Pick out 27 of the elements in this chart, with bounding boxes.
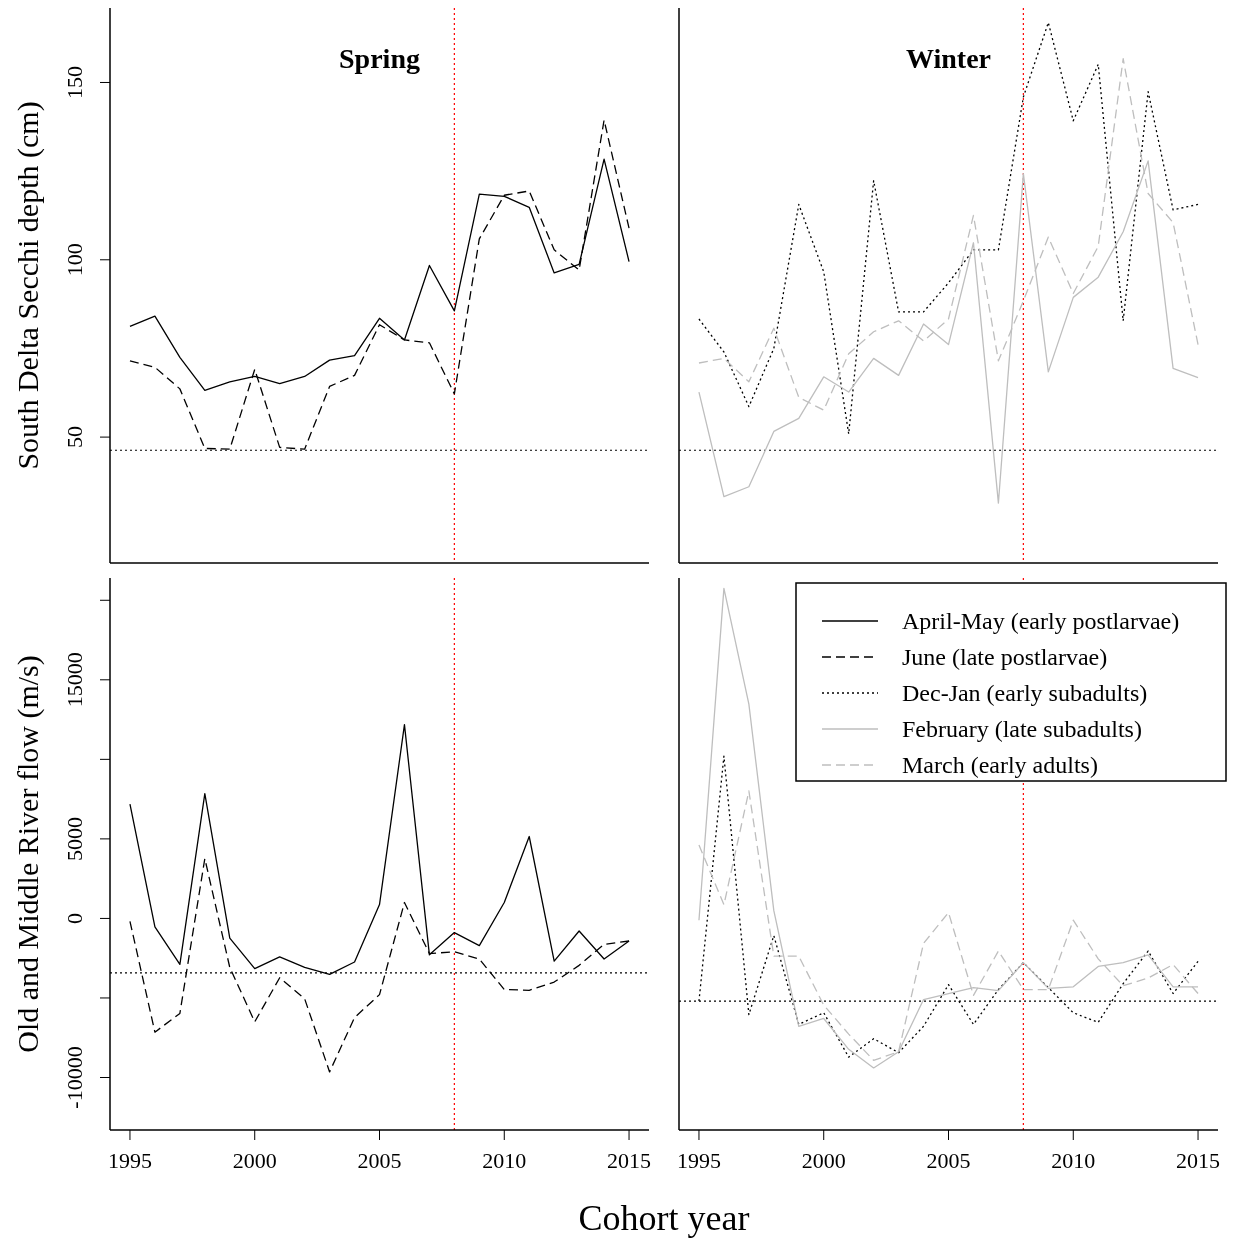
y-axis-title: South Delta Secchi depth (cm) bbox=[11, 101, 45, 470]
y-tick-label: 15000 bbox=[62, 652, 87, 708]
y-tick-label: 100 bbox=[62, 243, 87, 277]
text: April-May (early postlarvae) bbox=[902, 608, 1180, 634]
x-tick-label: 2010 bbox=[1051, 1148, 1096, 1173]
text: June (late postlarvae) bbox=[902, 644, 1108, 670]
y-tick-label: 150 bbox=[62, 65, 87, 99]
y-tick-label: 0 bbox=[62, 912, 87, 924]
x-tick-label: 2000 bbox=[801, 1148, 846, 1173]
legend-label: February (late subadults) bbox=[902, 716, 1142, 742]
text: Spring bbox=[339, 43, 420, 74]
x-axis-title: Cohort year bbox=[578, 1198, 750, 1238]
x-tick-label: 2005 bbox=[926, 1148, 971, 1173]
x-tick-label: 2015 bbox=[607, 1148, 652, 1173]
y-axis-title: Old and Middle River flow (m/s) bbox=[11, 655, 45, 1053]
x-tick-label: 1995 bbox=[107, 1148, 152, 1173]
x-tick-label: 2005 bbox=[357, 1148, 402, 1173]
x-tick-label: 2010 bbox=[482, 1148, 527, 1173]
legend-label: March (early adults) bbox=[902, 752, 1098, 778]
legend-label: Dec-Jan (early subadults) bbox=[902, 680, 1148, 706]
y-tick-label: 50 bbox=[62, 426, 87, 449]
x-tick-label: 2015 bbox=[1176, 1148, 1221, 1173]
y-tick-label: -10000 bbox=[62, 1046, 87, 1109]
x-tick-label: 2000 bbox=[232, 1148, 277, 1173]
x-tick-label: 1995 bbox=[676, 1148, 721, 1173]
y-tick-label: 5000 bbox=[62, 816, 87, 861]
text: Winter bbox=[905, 43, 992, 74]
